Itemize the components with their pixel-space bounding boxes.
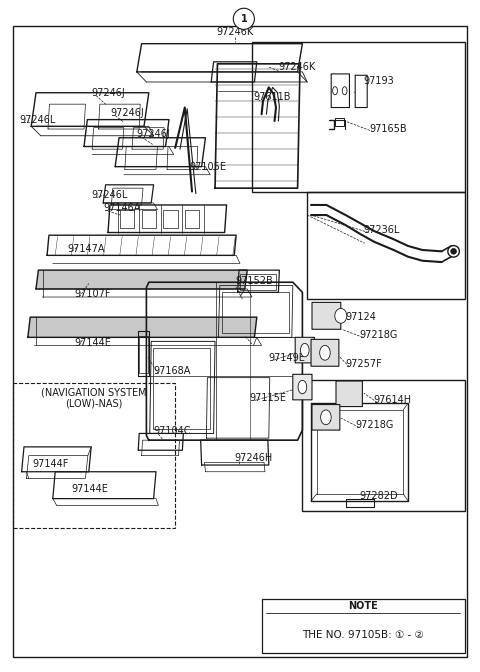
Polygon shape (28, 317, 257, 337)
Text: (NAVIGATION SYSTEM
(LOW)-NAS): (NAVIGATION SYSTEM (LOW)-NAS) (41, 387, 146, 409)
Text: 97149E: 97149E (269, 353, 306, 362)
Ellipse shape (320, 345, 330, 360)
Text: 97246L: 97246L (19, 115, 56, 124)
Text: 97144F: 97144F (33, 459, 69, 468)
Text: 97246L: 97246L (91, 190, 128, 200)
Text: 97282D: 97282D (359, 491, 397, 501)
Bar (262, 599, 465, 653)
Bar (153, 348, 210, 429)
FancyBboxPatch shape (293, 374, 312, 400)
Bar (13, 383, 175, 528)
Bar (307, 192, 465, 299)
Bar (142, 210, 156, 228)
Text: 97218G: 97218G (355, 420, 394, 429)
Circle shape (451, 249, 456, 254)
Text: 97124: 97124 (346, 312, 376, 322)
Text: 97218G: 97218G (359, 330, 397, 339)
Text: 97236L: 97236L (364, 225, 400, 235)
FancyBboxPatch shape (312, 405, 340, 430)
FancyBboxPatch shape (312, 302, 341, 329)
Text: 97246J: 97246J (137, 130, 170, 139)
Text: 97246K: 97246K (216, 28, 254, 37)
Text: 97257F: 97257F (346, 360, 383, 369)
Bar (185, 210, 199, 228)
Text: 97168A: 97168A (154, 366, 191, 376)
Ellipse shape (300, 343, 309, 357)
FancyBboxPatch shape (336, 381, 362, 407)
Text: 97107F: 97107F (74, 290, 111, 299)
Ellipse shape (335, 308, 347, 323)
Circle shape (448, 245, 459, 257)
Text: 97144E: 97144E (71, 485, 108, 494)
Bar (163, 210, 178, 228)
Text: 97611B: 97611B (253, 93, 291, 102)
Text: 97614H: 97614H (373, 395, 411, 405)
Text: NOTE: NOTE (348, 601, 378, 611)
Text: 97193: 97193 (364, 76, 395, 85)
Ellipse shape (298, 380, 307, 394)
Text: 97246H: 97246H (234, 454, 273, 463)
FancyBboxPatch shape (331, 74, 349, 108)
Text: 97105E: 97105E (190, 162, 227, 171)
Text: 97144E: 97144E (74, 338, 111, 347)
Text: 97115E: 97115E (250, 393, 287, 403)
Bar (120, 210, 134, 228)
Text: 97146A: 97146A (103, 204, 141, 213)
Text: 97152B: 97152B (235, 276, 273, 286)
Text: THE NO. 97105B: ① - ②: THE NO. 97105B: ① - ② (302, 630, 424, 640)
Bar (252, 42, 465, 192)
FancyBboxPatch shape (355, 75, 367, 108)
Bar (222, 292, 289, 333)
Bar (302, 380, 465, 511)
Text: 1: 1 (240, 14, 247, 24)
Polygon shape (36, 270, 247, 289)
Text: 97246J: 97246J (110, 108, 144, 118)
Text: 97246J: 97246J (91, 88, 125, 97)
FancyBboxPatch shape (311, 339, 339, 366)
Bar (139, 336, 148, 373)
Bar (335, 118, 344, 126)
FancyBboxPatch shape (295, 337, 314, 363)
Text: 97165B: 97165B (370, 124, 407, 134)
Text: 97246K: 97246K (278, 62, 316, 72)
Bar (240, 274, 276, 290)
Circle shape (233, 8, 254, 30)
Ellipse shape (321, 410, 331, 425)
Text: 97104C: 97104C (154, 427, 191, 436)
Text: 97147A: 97147A (67, 244, 105, 253)
